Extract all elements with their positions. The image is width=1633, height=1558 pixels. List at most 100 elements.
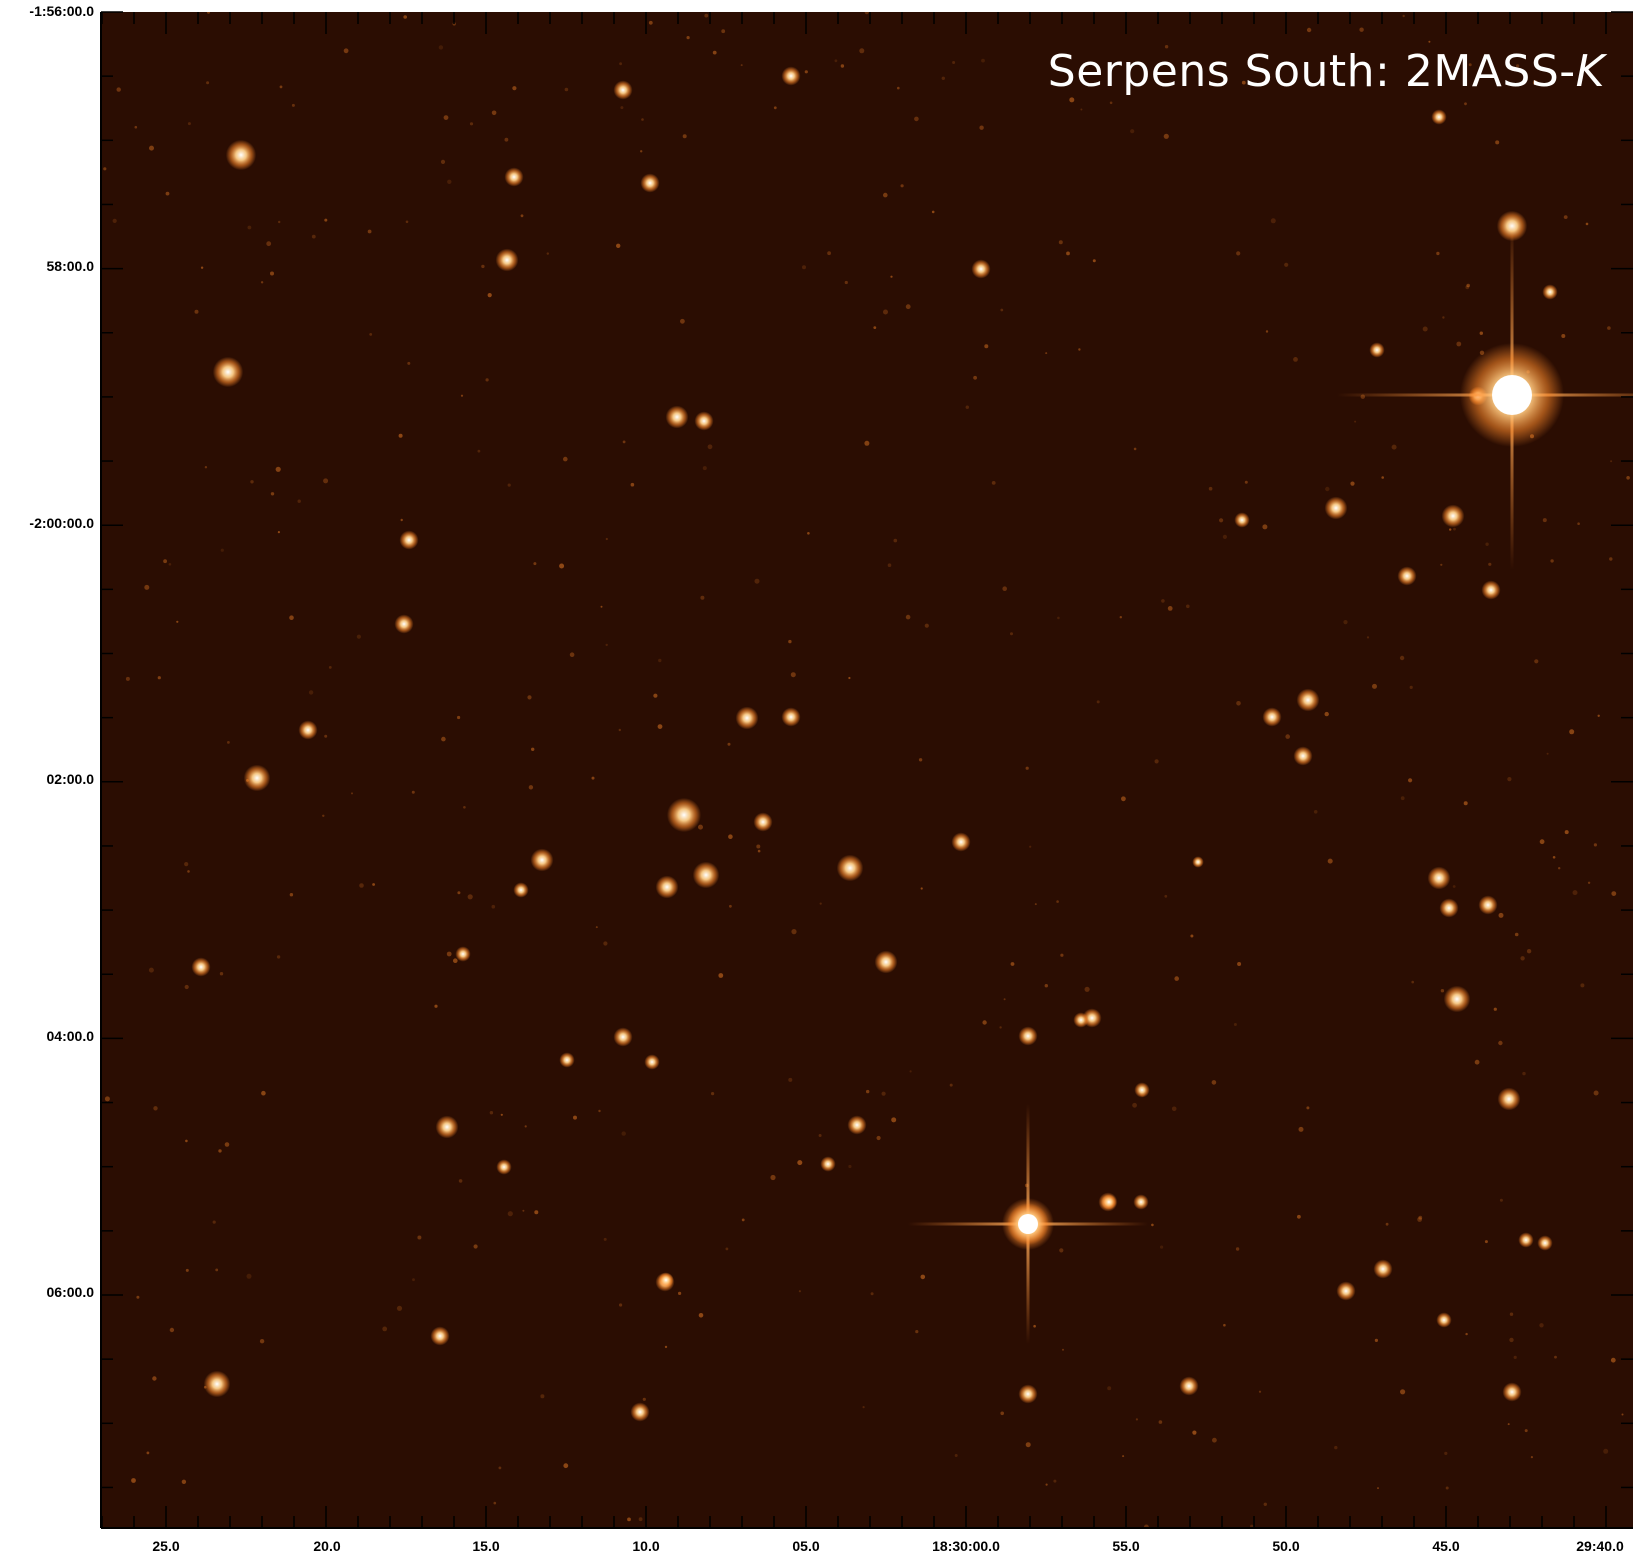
faint-star: [804, 70, 808, 74]
faint-star: [204, 466, 208, 469]
faint-star: [457, 891, 461, 895]
faint-star: [1244, 480, 1248, 484]
faint-star: [712, 50, 717, 55]
faint-star: [1151, 1223, 1154, 1227]
ra-tick-label: 05.0: [792, 1538, 820, 1554]
star: [665, 405, 689, 429]
faint-star: [1122, 1455, 1125, 1458]
faint-star: [1417, 1217, 1422, 1222]
star: [394, 614, 414, 634]
faint-star: [1262, 524, 1268, 530]
faint-star: [1025, 1442, 1031, 1448]
faint-star: [134, 125, 138, 129]
star: [1439, 898, 1459, 918]
faint-star: [524, 1125, 527, 1128]
faint-star: [1163, 133, 1169, 139]
faint-star: [261, 1090, 266, 1096]
faint-star: [184, 862, 189, 867]
faint-star: [522, 1209, 525, 1212]
faint-star: [698, 1313, 704, 1318]
faint-star: [417, 1235, 422, 1240]
faint-star: [1526, 949, 1532, 954]
faint-star: [1000, 308, 1004, 312]
faint-star: [630, 482, 635, 487]
faint-star: [1411, 980, 1414, 984]
ra-tick-label: 55.0: [1112, 1538, 1140, 1554]
faint-star: [270, 271, 274, 276]
faint-star: [1133, 447, 1137, 451]
faint-star: [491, 904, 496, 909]
star: [399, 530, 419, 550]
star: [1073, 1012, 1089, 1028]
faint-star: [289, 615, 294, 620]
sky-image: Serpens South: 2MASS-K: [101, 12, 1633, 1528]
faint-star: [741, 1218, 745, 1222]
faint-star: [1465, 1332, 1468, 1336]
faint-star: [622, 440, 626, 444]
star: [1179, 1376, 1199, 1396]
faint-star: [866, 1089, 870, 1094]
faint-star: [481, 264, 485, 269]
faint-star: [1522, 1071, 1526, 1076]
faint-star: [1546, 752, 1549, 755]
faint-star: [1445, 1486, 1449, 1490]
saturated-star: [1337, 220, 1633, 570]
faint-star: [682, 134, 687, 139]
faint-star: [1167, 606, 1173, 611]
faint-star: [605, 643, 608, 647]
star: [1542, 284, 1558, 300]
faint-star: [1208, 486, 1213, 491]
star: [455, 946, 471, 962]
faint-star: [1025, 766, 1029, 770]
title-band: K: [1575, 46, 1605, 97]
faint-star: [1327, 858, 1333, 864]
faint-star: [1509, 1337, 1514, 1343]
faint-star: [512, 86, 517, 91]
faint-star: [1109, 101, 1113, 105]
faint-star: [603, 1237, 607, 1241]
faint-star: [797, 1160, 803, 1166]
star: [1537, 1235, 1553, 1251]
faint-star: [1621, 1413, 1624, 1416]
star: [1262, 707, 1282, 727]
star: [1441, 504, 1465, 528]
faint-star: [883, 192, 888, 198]
faint-star: [728, 834, 733, 839]
faint-star: [212, 1220, 216, 1224]
faint-star: [528, 785, 534, 790]
star: [298, 720, 318, 740]
faint-star: [844, 280, 848, 285]
faint-star: [1237, 962, 1242, 966]
ra-tick-label: 18:30:00.0: [932, 1538, 1000, 1554]
faint-star: [1554, 1355, 1557, 1359]
faint-star: [1057, 616, 1060, 620]
faint-star: [1400, 1389, 1406, 1395]
faint-star: [1121, 796, 1126, 802]
faint-star: [185, 1268, 189, 1272]
faint-star: [1107, 1386, 1112, 1391]
faint-star: [1552, 856, 1556, 859]
faint-star: [491, 110, 497, 116]
faint-star: [181, 1479, 187, 1485]
star: [655, 875, 679, 899]
faint-star: [434, 1004, 438, 1008]
star: [1293, 746, 1313, 766]
faint-star: [125, 676, 130, 681]
faint-star: [920, 887, 923, 890]
star: [820, 1156, 836, 1172]
faint-star: [1359, 27, 1364, 32]
faint-star: [740, 64, 743, 67]
faint-star: [1580, 983, 1585, 988]
faint-star: [1350, 481, 1355, 486]
faint-star: [149, 145, 154, 151]
faint-star: [169, 1327, 175, 1333]
faint-star: [729, 904, 732, 908]
faint-star: [1558, 867, 1561, 870]
faint-star: [704, 13, 709, 18]
faint-star: [323, 478, 329, 484]
faint-star: [1366, 636, 1370, 639]
faint-star: [469, 122, 474, 126]
faint-star: [324, 734, 328, 738]
faint-star: [1033, 1324, 1036, 1328]
faint-star: [1532, 80, 1538, 85]
